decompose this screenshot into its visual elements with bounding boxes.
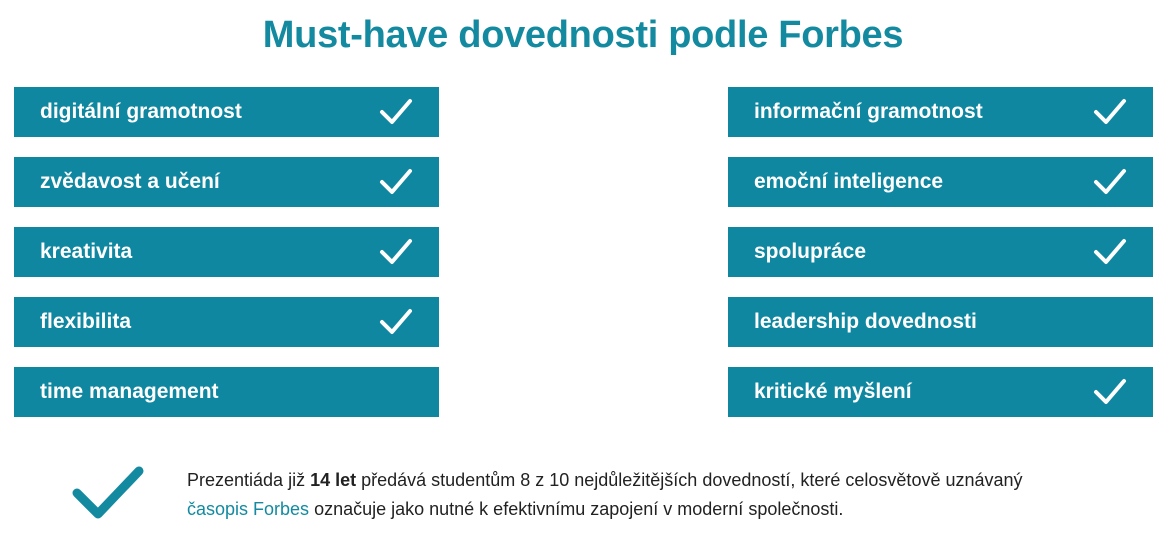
check-icon: [72, 466, 144, 519]
skill-label: kreativita: [40, 240, 133, 263]
check-icon: [1094, 239, 1126, 264]
forbes-link[interactable]: časopis Forbes: [187, 499, 310, 519]
check-icon: [1094, 99, 1126, 124]
skills-column-left: digitální gramotnost zvědavost a učení k…: [14, 87, 439, 437]
check-icon: [1094, 379, 1126, 404]
skill-bar: kritické myšlení: [728, 367, 1153, 417]
check-icon: [380, 239, 412, 264]
skill-bar: zvědavost a učení: [14, 157, 439, 207]
skill-label: emoční inteligence: [754, 170, 944, 193]
skill-bar: time management: [14, 367, 439, 417]
description-part: označuje jako nutné k efektivnímu zapoje…: [309, 499, 844, 519]
skill-label: leadership dovednosti: [754, 310, 977, 333]
description-part: Prezentiáda již: [187, 470, 311, 490]
skill-label: digitální gramotnost: [40, 100, 242, 123]
check-icon: [1094, 169, 1126, 194]
skill-bar: leadership dovednosti: [728, 297, 1153, 347]
description-part: předává studentům 8 z 10 nejdůležitějšíc…: [356, 470, 1023, 490]
years-highlight: 14 let: [310, 470, 357, 490]
skill-bar: flexibilita: [14, 297, 439, 347]
skill-label: kritické myšlení: [754, 380, 912, 403]
skill-label: flexibilita: [40, 310, 132, 333]
skills-column-right: informační gramotnost emoční inteligence…: [728, 87, 1153, 437]
skill-label: informační gramotnost: [754, 100, 983, 123]
skill-label: zvědavost a učení: [40, 170, 220, 193]
skill-bar: informační gramotnost: [728, 87, 1153, 137]
skill-label: time management: [40, 380, 219, 403]
check-icon: [380, 309, 412, 334]
description-text: Prezentiáda již 14 let předává studentům…: [187, 466, 1067, 524]
skill-bar: digitální gramotnost: [14, 87, 439, 137]
skill-bar: spolupráce: [728, 227, 1153, 277]
check-icon: [380, 99, 412, 124]
skill-bar: emoční inteligence: [728, 157, 1153, 207]
page-title: Must-have dovednosti podle Forbes: [262, 14, 904, 56]
skill-bar: kreativita: [14, 227, 439, 277]
skill-label: spolupráce: [754, 240, 867, 263]
check-icon: [380, 169, 412, 194]
